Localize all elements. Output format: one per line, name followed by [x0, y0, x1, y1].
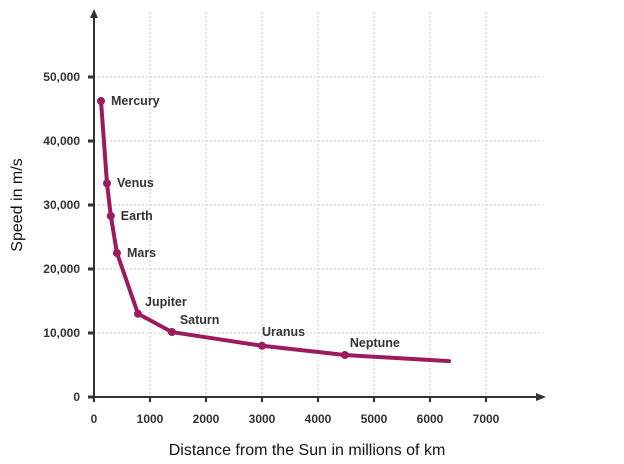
- x-tick-label: 0: [91, 412, 98, 426]
- x-tick-label: 1000: [137, 412, 164, 426]
- data-point-mars: [112, 249, 121, 257]
- data-point-venus: [102, 179, 111, 188]
- x-tick-label: 6000: [417, 412, 444, 426]
- x-tick-label: 2000: [193, 412, 220, 426]
- y-tick-label: 50,000: [43, 70, 80, 84]
- y-tick-label: 30,000: [43, 198, 80, 212]
- x-tick-label: 5000: [361, 412, 388, 426]
- x-tick-label: 4000: [305, 412, 332, 426]
- data-label-mars: Mars: [127, 246, 156, 260]
- data-label-neptune: Neptune: [350, 336, 400, 350]
- data-label-venus: Venus: [117, 176, 154, 190]
- y-tick-label: 40,000: [43, 134, 80, 148]
- grid: [94, 12, 543, 397]
- y-tick-label: 0: [73, 390, 80, 404]
- series: Mercury Venus Earth Mars Jupiter Saturn Uranus…: [97, 94, 452, 364]
- y-axis-arrow: [90, 9, 98, 18]
- data-point-jupiter: [134, 309, 143, 318]
- data-point-neptune: [340, 351, 349, 360]
- data-point-earth: [106, 211, 115, 220]
- data-label-earth: Earth: [121, 209, 153, 223]
- x-axis-title: Distance from the Sun in millions of km: [169, 442, 446, 459]
- data-label-jupiter: Jupiter: [145, 295, 187, 309]
- x-tick-label: 7000: [473, 412, 500, 426]
- data-label-saturn: Saturn: [180, 313, 220, 327]
- data-point-mercury: [97, 97, 105, 105]
- x-tick-label: 3000: [249, 412, 276, 426]
- series-line: [99, 99, 452, 364]
- data-label-mercury: Mercury: [111, 94, 160, 108]
- x-axis-arrow: [536, 393, 546, 401]
- data-point-saturn: [167, 328, 176, 337]
- data-point-uranus: [258, 341, 266, 350]
- y-tick-label: 20,000: [43, 262, 80, 276]
- y-axis-title: Speed in m/s: [9, 158, 26, 251]
- data-label-uranus: Uranus: [262, 325, 305, 339]
- ticks: 0 1000 2000 3000 4000 5000 6000 7000 0 10,000 20,0…: [43, 70, 499, 426]
- y-tick-label: 10,000: [43, 326, 80, 340]
